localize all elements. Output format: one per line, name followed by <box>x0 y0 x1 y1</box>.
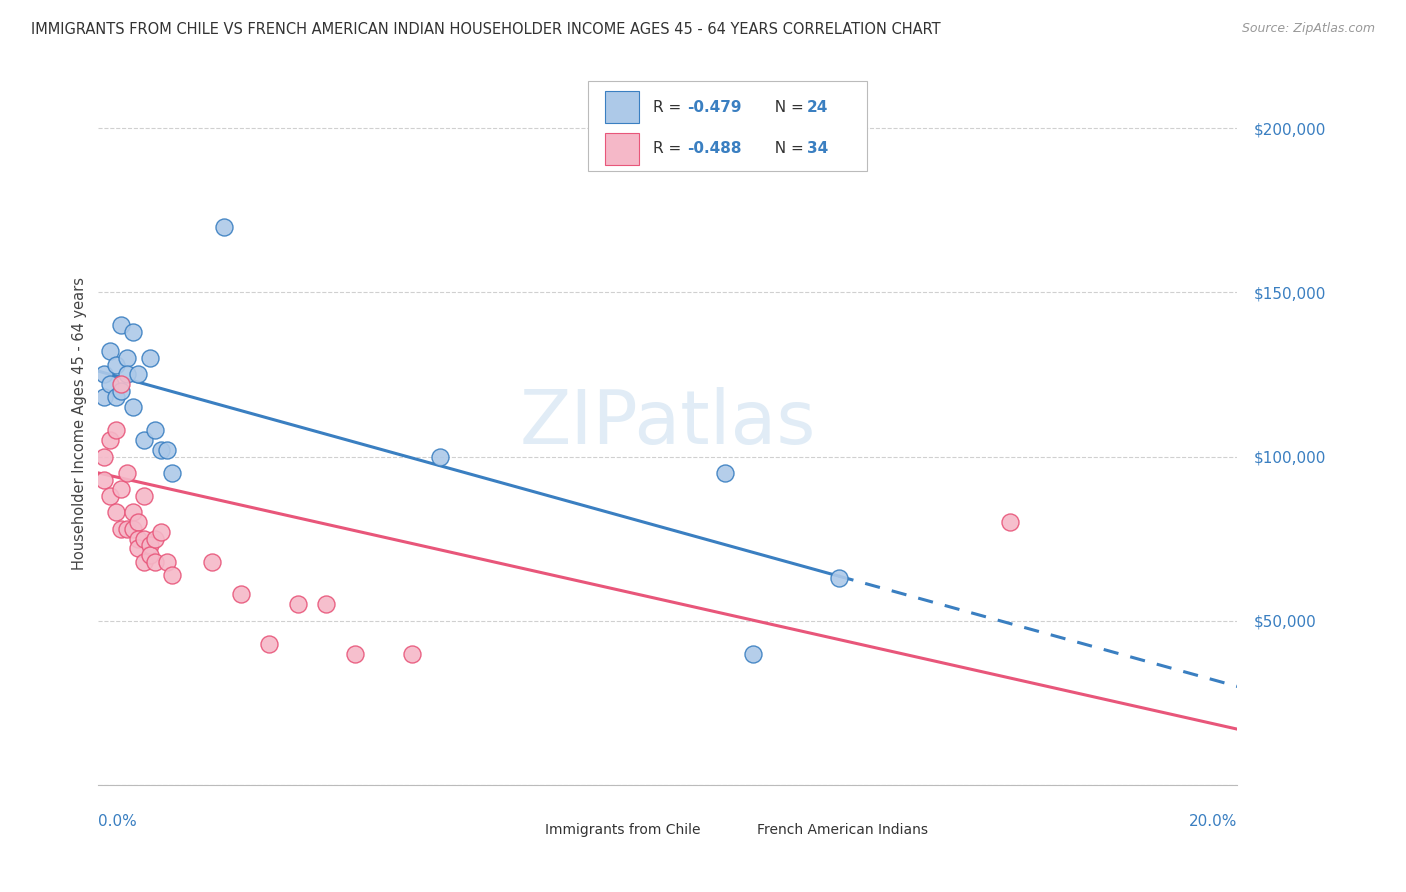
Bar <box>503 820 537 841</box>
Point <box>343 647 366 661</box>
Point <box>132 489 155 503</box>
Point <box>162 567 184 582</box>
Point <box>287 598 309 612</box>
Point <box>104 423 127 437</box>
Point <box>110 318 132 333</box>
Text: 0.0%: 0.0% <box>98 814 138 829</box>
Point <box>429 450 451 464</box>
Point <box>110 384 132 398</box>
Point <box>115 522 138 536</box>
Point <box>110 377 132 392</box>
Point <box>259 637 281 651</box>
Point <box>104 358 127 372</box>
Text: Source: ZipAtlas.com: Source: ZipAtlas.com <box>1241 22 1375 36</box>
Text: IMMIGRANTS FROM CHILE VS FRENCH AMERICAN INDIAN HOUSEHOLDER INCOME AGES 45 - 64 : IMMIGRANTS FROM CHILE VS FRENCH AMERICAN… <box>31 22 941 37</box>
Point <box>98 344 121 359</box>
Text: 34: 34 <box>807 142 828 156</box>
Text: -0.479: -0.479 <box>688 100 742 115</box>
Point <box>132 433 155 447</box>
Point <box>132 555 155 569</box>
Text: 24: 24 <box>807 100 828 115</box>
Bar <box>605 92 640 123</box>
Point <box>98 489 121 503</box>
Point <box>401 647 423 661</box>
Point <box>138 538 160 552</box>
Text: Immigrants from Chile: Immigrants from Chile <box>546 823 700 838</box>
Text: R =: R = <box>652 100 686 115</box>
Point <box>104 505 127 519</box>
Point <box>998 515 1021 529</box>
Point <box>104 391 127 405</box>
Point <box>145 532 167 546</box>
Point <box>93 391 115 405</box>
Point <box>714 466 737 480</box>
Text: N =: N = <box>765 142 808 156</box>
Point <box>93 450 115 464</box>
Point <box>98 433 121 447</box>
Point <box>127 368 149 382</box>
Point <box>150 524 173 539</box>
Text: French American Indians: French American Indians <box>756 823 928 838</box>
Text: ZIPatlas: ZIPatlas <box>520 387 815 460</box>
Point <box>828 571 851 585</box>
Point <box>115 466 138 480</box>
Point <box>145 423 167 437</box>
Text: -0.488: -0.488 <box>688 142 742 156</box>
Text: 20.0%: 20.0% <box>1189 814 1237 829</box>
Point <box>201 555 224 569</box>
Point <box>156 555 179 569</box>
Y-axis label: Householder Income Ages 45 - 64 years: Householder Income Ages 45 - 64 years <box>72 277 87 570</box>
Point <box>742 647 765 661</box>
Point <box>315 598 337 612</box>
Text: R =: R = <box>652 142 686 156</box>
Point <box>115 351 138 365</box>
Point <box>229 587 252 601</box>
Point <box>110 522 132 536</box>
Point <box>162 466 184 480</box>
Bar <box>605 133 640 165</box>
Text: N =: N = <box>765 100 808 115</box>
Point <box>145 555 167 569</box>
Point <box>150 442 173 457</box>
Point <box>138 548 160 562</box>
Point <box>127 532 149 546</box>
Point <box>138 351 160 365</box>
Point <box>98 377 121 392</box>
Point <box>156 442 179 457</box>
FancyBboxPatch shape <box>588 80 868 171</box>
Point <box>127 541 149 556</box>
Point <box>121 401 143 415</box>
Point <box>110 483 132 497</box>
Point <box>121 522 143 536</box>
Point <box>212 219 235 234</box>
Point <box>132 532 155 546</box>
Point <box>93 368 115 382</box>
Point <box>115 368 138 382</box>
Point <box>127 515 149 529</box>
Point <box>121 505 143 519</box>
Point <box>121 325 143 339</box>
Bar <box>713 820 748 841</box>
Point <box>93 473 115 487</box>
